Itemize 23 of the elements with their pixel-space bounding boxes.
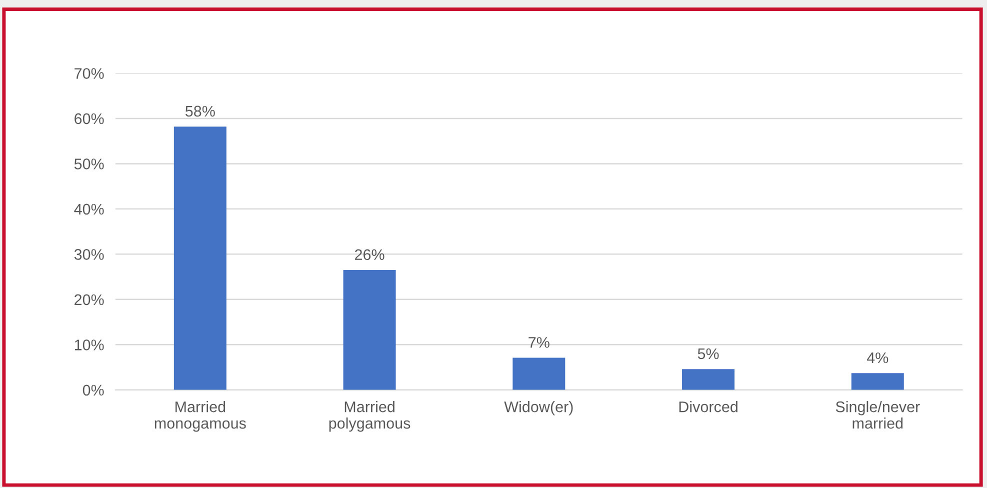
x-tick-label: Married polygamous (329, 401, 410, 432)
y-tick-label: 30% (74, 249, 104, 260)
x-tick-label: Married monogamous (154, 401, 246, 432)
data-label: 58% (185, 106, 215, 117)
y-tick-label: 20% (74, 294, 104, 306)
y-tick-label: 70% (74, 68, 104, 79)
data-label: 7% (528, 337, 550, 348)
x-tick-label: Widow(er) (504, 401, 573, 416)
x-tick-label: Divorced (679, 401, 738, 412)
data-label: 4% (866, 352, 888, 364)
data-label: 5% (698, 348, 719, 360)
x-tick-label: Single/never married (836, 401, 920, 429)
y-tick-label: 0% (82, 384, 104, 396)
bar (343, 270, 396, 390)
y-tick-label: 50% (74, 158, 104, 170)
y-tick-label: 40% (74, 204, 104, 215)
y-tick-label: 10% (74, 340, 104, 350)
bar (851, 373, 904, 390)
data-label: 26% (355, 249, 384, 260)
bar (512, 358, 566, 390)
y-tick-label: 60% (74, 113, 104, 124)
bar (682, 369, 735, 390)
bar (174, 126, 226, 390)
